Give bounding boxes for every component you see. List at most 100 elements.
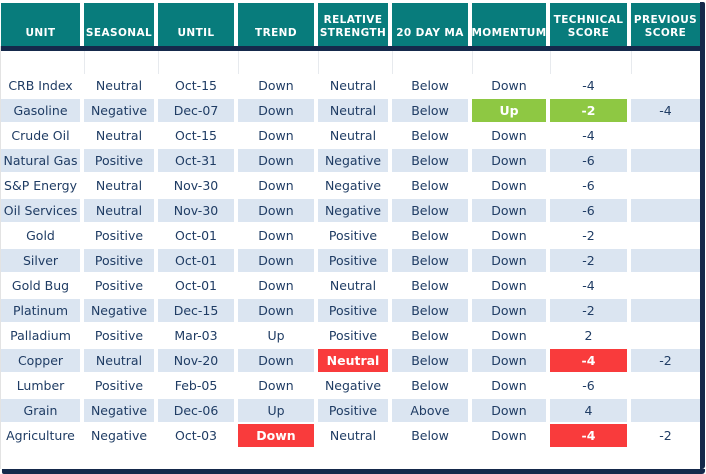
spacer-cell	[238, 51, 314, 74]
table-cell: -6	[550, 174, 627, 199]
table-cell: Below	[392, 299, 468, 324]
header-cell-seasonal: SEASONAL	[84, 3, 154, 46]
table-cell: Negative	[84, 299, 154, 324]
table-cell: Below	[392, 199, 468, 224]
table-cell: Down	[472, 324, 546, 349]
table-cell: Positive	[84, 324, 154, 349]
table-row: Silver Positive Oct-01 Down Positive Below Dow…	[1, 249, 700, 274]
table-cell: Negative	[318, 374, 388, 399]
table-cell: Dec-06	[158, 399, 234, 424]
spacer-cell	[1, 51, 80, 74]
table-cell: Dec-15	[158, 299, 234, 324]
bottom-spacer	[1, 449, 700, 469]
table-cell: Positive	[318, 399, 388, 424]
table-cell: Nov-30	[158, 174, 234, 199]
table-cell: Down	[238, 99, 314, 124]
table-cell: Down	[472, 74, 546, 99]
table-cell: Below	[392, 349, 468, 374]
spacer-cell	[84, 51, 154, 74]
table-cell: 2	[550, 324, 627, 349]
table-cell: Gasoline	[1, 99, 80, 124]
table-cell: -2	[550, 249, 627, 274]
table-cell: Below	[392, 249, 468, 274]
table-cell: Up	[472, 99, 546, 124]
table-row: Gold Bug Positive Oct-01 Down Neutral Below Do…	[1, 274, 700, 299]
header-cell-unit: UNIT	[1, 3, 80, 46]
table-cell: Neutral	[318, 424, 388, 449]
table-cell: Below	[392, 424, 468, 449]
table-cell	[631, 399, 700, 424]
table-cell: Down	[472, 149, 546, 174]
table-cell: Down	[472, 349, 546, 374]
table-cell: Down	[238, 299, 314, 324]
table-cell	[631, 374, 700, 399]
table-cell: Oct-01	[158, 224, 234, 249]
table-cell: Down	[238, 224, 314, 249]
table-cell: Down	[238, 74, 314, 99]
table-cell: Positive	[318, 324, 388, 349]
table-cell: Below	[392, 174, 468, 199]
table-cell: Negative	[84, 399, 154, 424]
table-cell	[631, 174, 700, 199]
table-cell	[631, 299, 700, 324]
table-cell: Below	[392, 324, 468, 349]
table-cell: Positive	[84, 149, 154, 174]
table-cell: Down	[238, 199, 314, 224]
table-cell: Neutral	[318, 274, 388, 299]
table-cell: Down	[238, 124, 314, 149]
table-row: Natural Gas Positive Oct-31 Down Negative Bel…	[1, 149, 700, 174]
table-cell: Positive	[84, 249, 154, 274]
table-cell: Negative	[84, 424, 154, 449]
table-row: Platinum Negative Dec-15 Down Positive Below D…	[1, 299, 700, 324]
table-cell: S&P Energy	[1, 174, 80, 199]
table-cell: Nov-20	[158, 349, 234, 374]
header-divider	[1, 46, 700, 51]
table-cell	[631, 124, 700, 149]
table-row: Gasoline Negative Dec-07 Down Neutral Below Up…	[1, 99, 700, 124]
table-cell: -2	[631, 349, 700, 374]
table-cell: Mar-03	[158, 324, 234, 349]
table-cell: Down	[472, 199, 546, 224]
table-cell: -2	[550, 99, 627, 124]
table-cell: -4	[550, 424, 627, 449]
table-cell: Dec-07	[158, 99, 234, 124]
table-cell: Down	[238, 374, 314, 399]
table-cell: -6	[550, 199, 627, 224]
spacer-cell	[318, 51, 388, 74]
table-cell: Positive	[318, 249, 388, 274]
spacer-cell	[392, 51, 468, 74]
table-cell: Oct-31	[158, 149, 234, 174]
table-cell: Up	[238, 399, 314, 424]
spacer-row	[1, 51, 700, 74]
header-cell-technical-score: TECHNICAL SCORE	[550, 3, 627, 46]
table-cell: -4	[550, 274, 627, 299]
table-cell: -4	[631, 99, 700, 124]
table-cell	[631, 249, 700, 274]
table-cell: Neutral	[84, 74, 154, 99]
table-cell: CRB Index	[1, 74, 80, 99]
table-row: Grain Negative Dec-06 Up Positive Above Down 4	[1, 399, 700, 424]
table-cell: Neutral	[318, 74, 388, 99]
table-cell: Down	[472, 374, 546, 399]
table-cell: -4	[550, 349, 627, 374]
table-cell: Down	[238, 349, 314, 374]
table-row: S&P Energy Neutral Nov-30 Down Negative Below…	[1, 174, 700, 199]
table-cell: Positive	[84, 274, 154, 299]
table-cell: Positive	[318, 299, 388, 324]
table-cell: Down	[238, 149, 314, 174]
table-cell: 4	[550, 399, 627, 424]
header-cell-relative-strength: RELATIVE STRENGTH	[318, 3, 388, 46]
table-cell: Down	[472, 424, 546, 449]
table-cell: Below	[392, 374, 468, 399]
table-cell: Agriculture	[1, 424, 80, 449]
table-cell: Oct-15	[158, 74, 234, 99]
table-row: Palladium Positive Mar-03 Up Positive Below Do…	[1, 324, 700, 349]
table-cell: Negative	[318, 149, 388, 174]
table-cell: Below	[392, 274, 468, 299]
table-cell: Oil Services	[1, 199, 80, 224]
table-cell	[631, 149, 700, 174]
table-row: Agriculture Negative Oct-03 Down Neutral Belo…	[1, 424, 700, 449]
table-cell: Below	[392, 99, 468, 124]
table-cell: Below	[392, 74, 468, 99]
